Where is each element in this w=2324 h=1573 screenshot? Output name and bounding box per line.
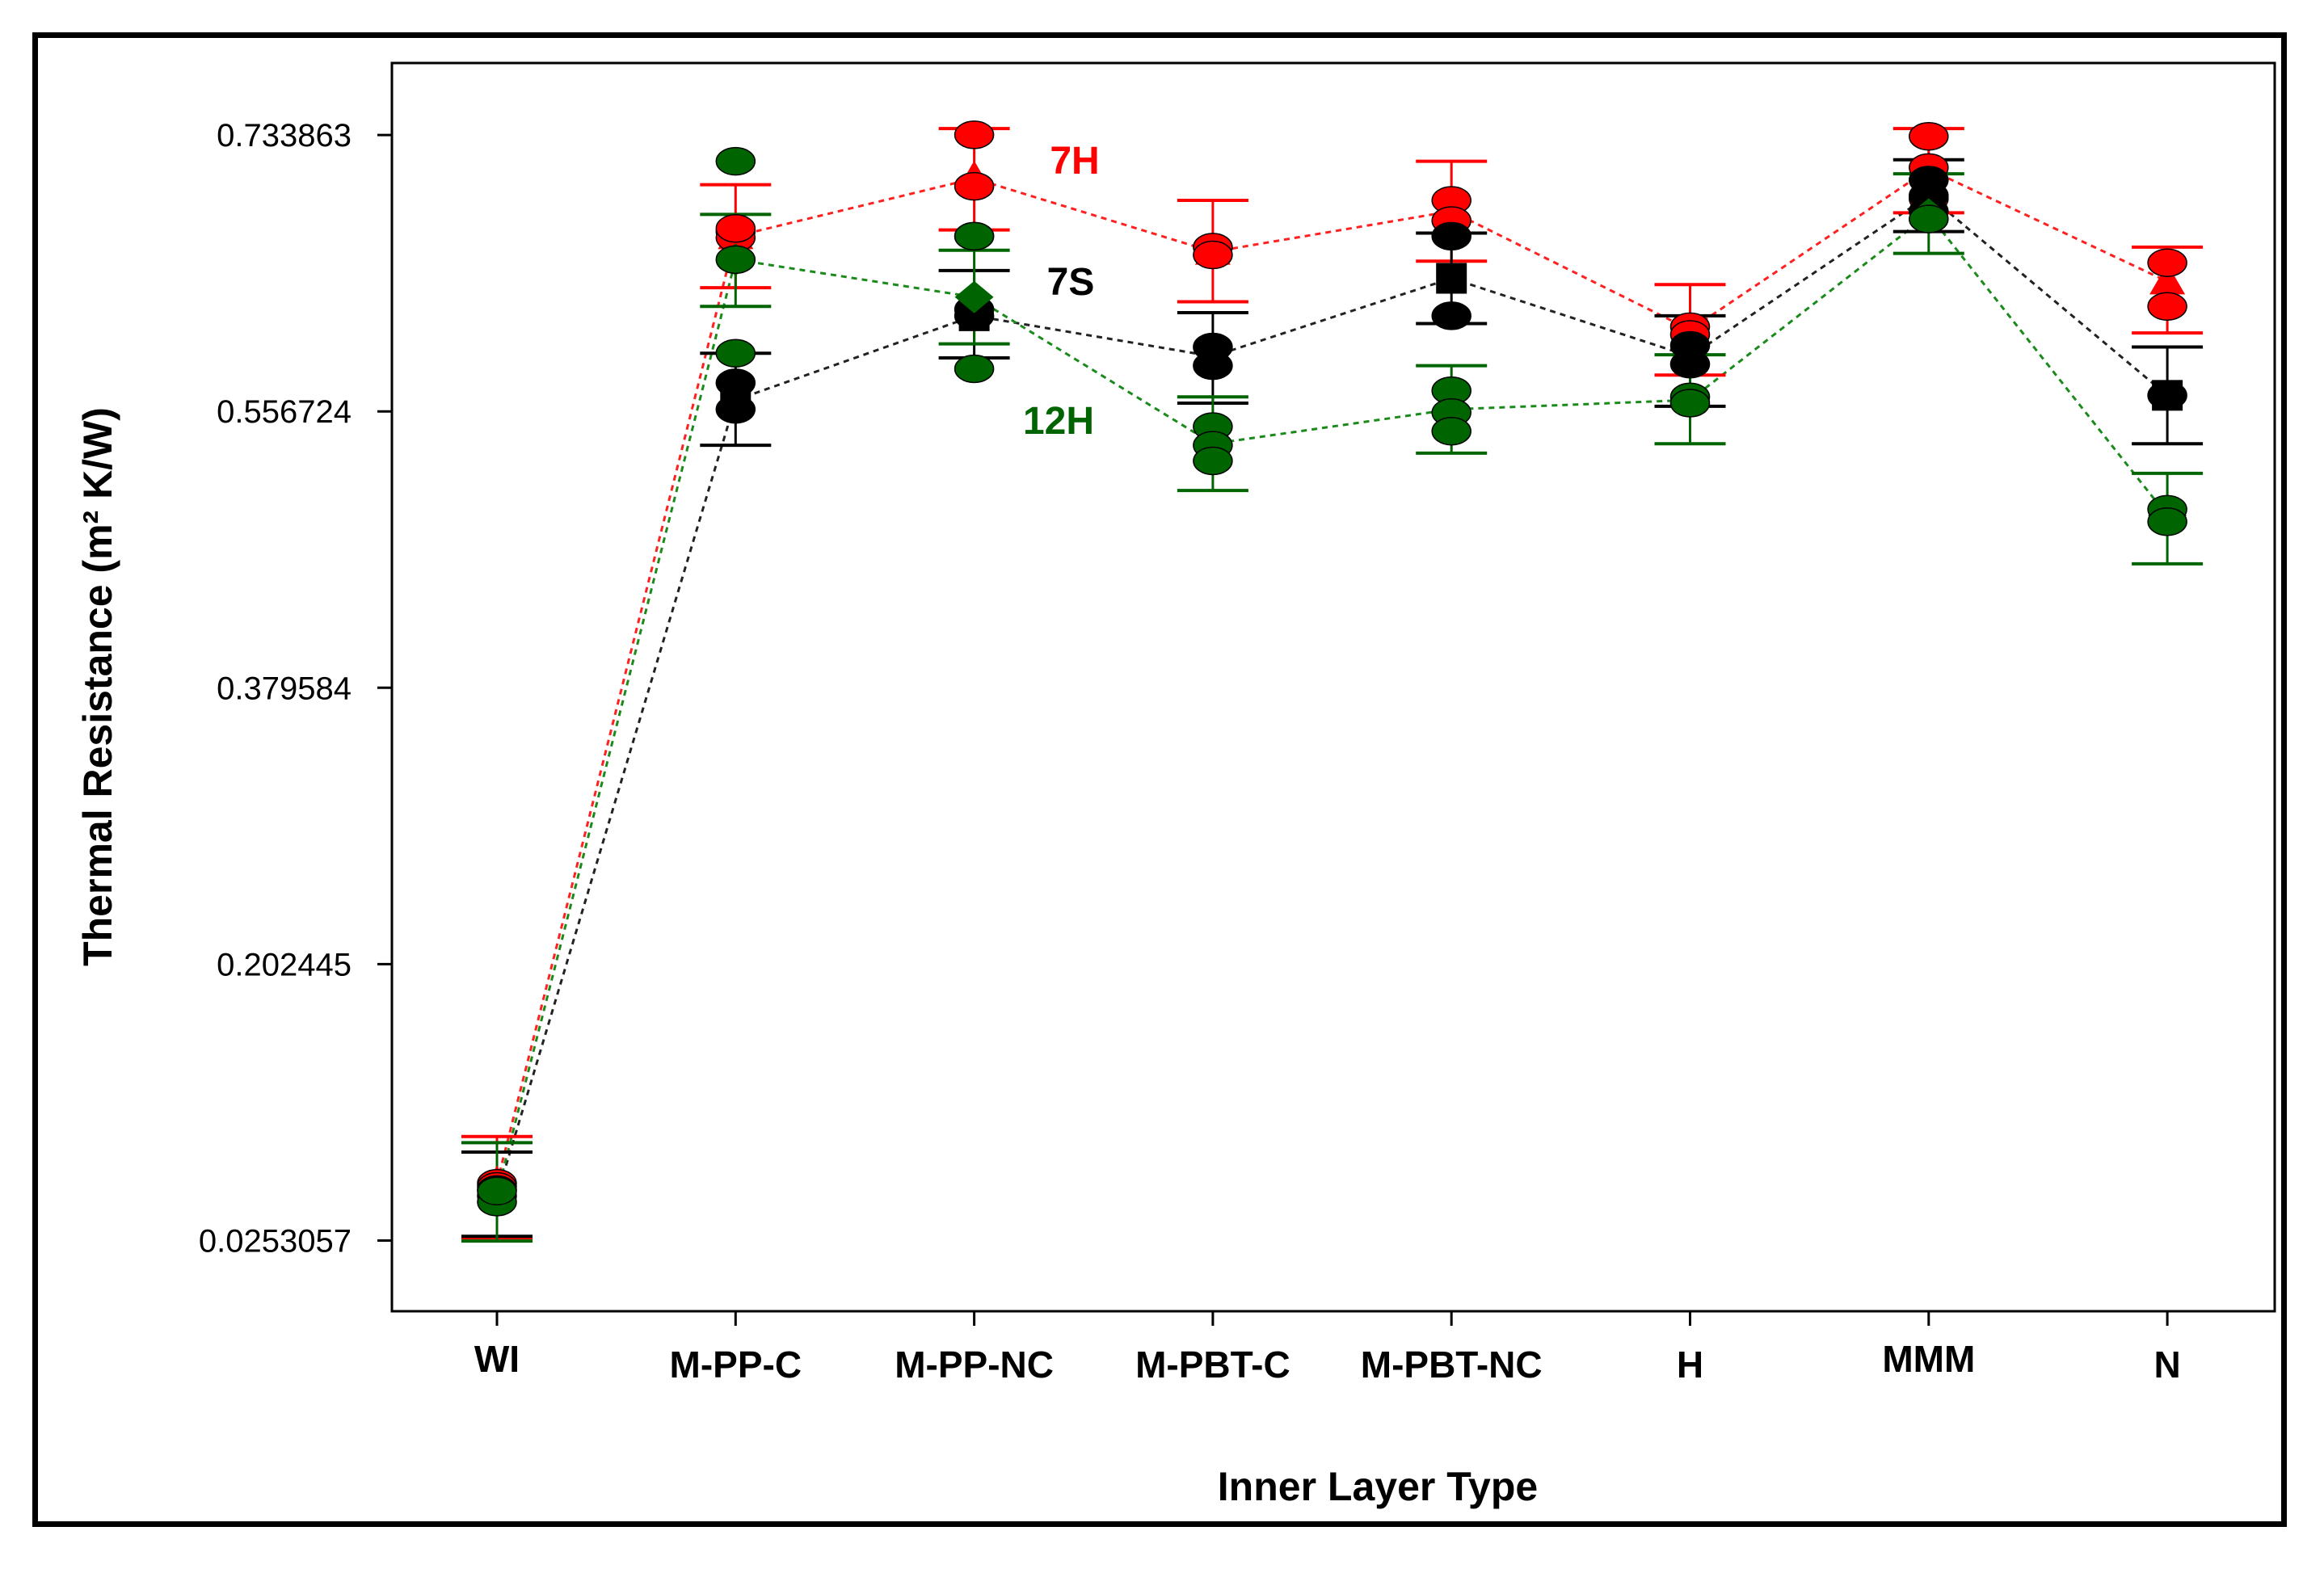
series-labels: 7H 7S 12H: [1023, 140, 1100, 443]
y-tick-label: 0.556724: [217, 394, 352, 430]
x-tick-label: M-PBT-C: [1135, 1344, 1290, 1386]
data-point-7H: [954, 120, 995, 149]
data-point-12H: [715, 339, 756, 368]
mean-marker-7S: [1436, 263, 1467, 294]
data-point-12H: [954, 354, 995, 384]
mean-marker-12H: [954, 280, 994, 313]
data-point-12H: [1909, 204, 1949, 233]
series-line-7S: [495, 194, 2169, 1197]
y-tick-label: 0.0253057: [199, 1224, 352, 1260]
series-line-12H: [495, 212, 2169, 1195]
x-tick-label: M-PP-NC: [895, 1344, 1054, 1386]
series-error-bars: [461, 127, 2204, 1243]
data-point-12H: [477, 1176, 517, 1206]
y-tick-label: 0.379584: [217, 671, 352, 706]
data-point-7S: [715, 394, 756, 424]
x-tick-label: N: [2153, 1344, 2180, 1386]
series-lines: [495, 167, 2169, 1197]
x-tick-label: WI: [474, 1338, 520, 1380]
x-tick-label: MMM: [1882, 1338, 1975, 1380]
data-point-12H: [2147, 507, 2187, 536]
data-point-12H: [715, 245, 756, 275]
data-point-12H: [1193, 446, 1233, 476]
data-point-7S: [715, 368, 756, 397]
y-axis-ticks: 0.0253057 0.202445 0.379584 0.556724 0.73386…: [199, 118, 392, 1260]
x-axis-ticks: WI M-PP-C M-PP-NC M-PBT-C M-PBT-NC H MMM N: [474, 1311, 2181, 1386]
data-point-7H: [2147, 248, 2187, 277]
chart-frame: [32, 32, 2287, 1527]
series-label-12H: 12H: [1023, 400, 1094, 443]
y-tick-label: 0.733863: [217, 118, 352, 154]
data-point-7S: [1431, 221, 1471, 251]
data-point-7S: [1193, 351, 1233, 381]
series-label-7H: 7H: [1050, 140, 1099, 183]
series-line-7H: [495, 167, 2168, 1184]
x-tick-label: H: [1677, 1344, 1703, 1386]
data-point-7H: [954, 171, 995, 201]
series-label-7S: 7S: [1047, 261, 1095, 304]
data-point-7S: [1669, 349, 1711, 379]
data-point-12H: [715, 146, 756, 176]
data-point-12H: [1431, 417, 1471, 446]
x-axis-title: Inner Layer Type: [1218, 1464, 1538, 1509]
data-point-7S: [2147, 381, 2187, 410]
data-point-7S: [1431, 301, 1471, 330]
mean-marker-7H: [2149, 263, 2186, 295]
y-axis-title: Thermal Resistance (m² K/W): [75, 407, 120, 966]
x-tick-label: M-PP-C: [670, 1344, 802, 1386]
data-point-12H: [954, 221, 995, 251]
data-point-7H: [1909, 122, 1949, 151]
data-point-7H: [2147, 292, 2187, 322]
data-point-12H: [1669, 389, 1711, 418]
x-tick-label: M-PBT-NC: [1361, 1344, 1543, 1386]
series-points: [477, 120, 2187, 1217]
y-tick-label: 0.202445: [217, 947, 352, 982]
data-point-7H: [1193, 240, 1233, 270]
data-point-7H: [715, 213, 756, 243]
